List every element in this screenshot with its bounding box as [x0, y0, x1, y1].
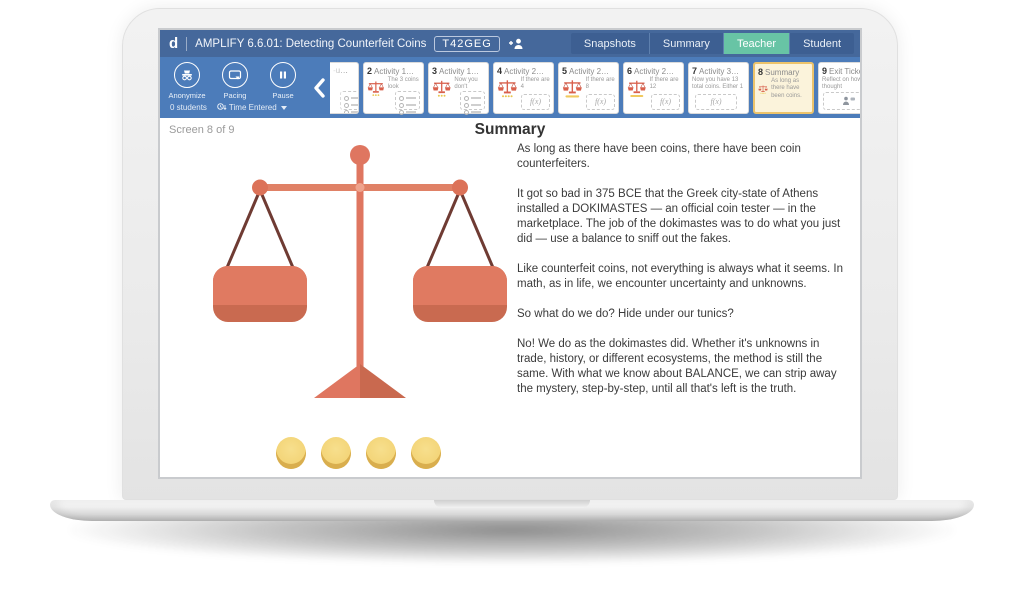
fx-thumb: f(x)	[651, 93, 680, 110]
sort-by-time-dropdown[interactable]: Time Entered	[217, 103, 287, 112]
chevron-left-icon	[314, 77, 325, 98]
screen-card-1[interactable]: -u…	[330, 61, 359, 114]
add-student-button[interactable]	[508, 38, 524, 50]
screen-card-5[interactable]: 5 Activity 2… If there	[558, 61, 619, 114]
coin-icon	[276, 437, 306, 469]
toolbar-controls: Anonymize Pacing	[160, 57, 308, 118]
mini-balance-icon	[758, 85, 768, 94]
fx-thumb: f(x)	[586, 93, 615, 110]
clock-sort-icon	[217, 103, 227, 111]
laptop-base-groove	[434, 500, 590, 508]
nav-snapshots[interactable]: Snapshots	[570, 33, 649, 54]
pacing-screen-icon	[222, 62, 248, 88]
chevron-down-icon	[280, 105, 287, 110]
desmos-logo[interactable]: d	[169, 35, 179, 52]
nav-summary[interactable]: Summary	[648, 33, 723, 54]
coin-icon	[366, 437, 396, 469]
summary-text: As long as there have been coins, there …	[517, 142, 843, 412]
pause-button[interactable]: Pause	[266, 62, 300, 100]
pacing-button[interactable]: Pacing	[218, 62, 252, 100]
laptop-base	[50, 500, 974, 521]
view-switcher: Snapshots Summary Teacher Student	[570, 33, 854, 54]
app-screen: d AMPLIFY 6.6.01: Detecting Counterfeit …	[160, 30, 860, 477]
header-divider	[186, 36, 188, 51]
filmstrip-fade	[330, 62, 346, 113]
anonymize-button[interactable]: Anonymize	[168, 62, 206, 100]
app-header: d AMPLIFY 6.6.01: Detecting Counterfeit …	[160, 30, 860, 57]
add-student-icon	[508, 38, 523, 49]
choices-thumb	[395, 90, 420, 115]
class-code-chip: T42GEG	[434, 35, 500, 52]
screen-card-4[interactable]: 4 Activity 2… If there	[493, 61, 554, 114]
mini-balance-icon	[562, 79, 582, 97]
incognito-icon	[174, 62, 200, 88]
mini-balance-icon	[627, 80, 646, 97]
screen-card-8-current[interactable]: 8 Summary As long as th	[753, 61, 814, 114]
screen-card-9[interactable]: 9 Exit Ticket Reflect on how you thought	[818, 61, 860, 114]
pause-icon	[270, 62, 296, 88]
paragraph: As long as there have been coins, there …	[517, 143, 801, 170]
screen-filmstrip: -u… 2 Activity 1…	[330, 57, 860, 118]
balance-scale-illustration	[213, 145, 507, 398]
screen-card-2[interactable]: 2 Activity 1… The 3 coi	[363, 61, 424, 115]
screen-content: Screen 8 of 9 Summary	[160, 118, 860, 477]
fx-thumb: f(x)	[695, 93, 737, 110]
mini-balance-icon	[432, 80, 451, 97]
reflect-thumb	[823, 91, 860, 110]
teacher-toolbar: Anonymize Pacing	[160, 57, 860, 118]
person-speech-icon	[843, 96, 855, 105]
mini-balance-icon	[497, 79, 517, 97]
coin-row	[276, 437, 441, 469]
page-title: Summary	[474, 121, 546, 138]
screen-card-6[interactable]: 6 Activity 2… If there	[623, 61, 684, 114]
fx-thumb: f(x)	[521, 93, 550, 110]
paragraph: Like counterfeit coins, not everything i…	[517, 263, 843, 290]
screen-card-7[interactable]: 7 Activity 3… Now you have 13 total coin…	[688, 61, 749, 114]
activity-title: AMPLIFY 6.6.01: Detecting Counterfeit Co…	[195, 37, 427, 50]
screen-counter: Screen 8 of 9	[169, 124, 235, 136]
paragraph: So what do we do? Hide under our tunics?	[517, 308, 734, 320]
nav-student[interactable]: Student	[789, 33, 854, 54]
screen-card-3[interactable]: 3 Activity 1… Now you d	[428, 61, 489, 115]
paragraph: It got so bad in 375 BCE that the Greek …	[517, 188, 841, 245]
filmstrip-prev-button[interactable]	[308, 57, 330, 118]
choices-thumb	[460, 90, 485, 115]
sort-label: Time Entered	[228, 103, 277, 112]
students-count: 0 students	[170, 103, 207, 112]
coin-icon	[411, 437, 441, 469]
mini-balance-icon	[367, 80, 384, 96]
nav-teacher[interactable]: Teacher	[722, 33, 790, 54]
coin-icon	[321, 437, 351, 469]
paragraph: No! We do as the dokimastes did. Whether…	[517, 338, 837, 395]
